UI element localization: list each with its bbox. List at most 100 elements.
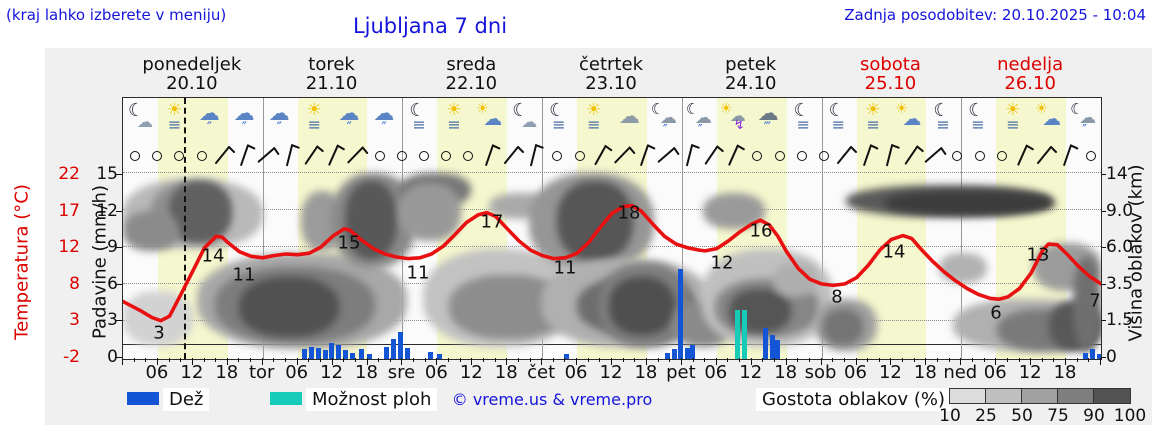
x-tick-mark: [296, 358, 298, 365]
icon-part: ☁: [233, 101, 255, 125]
day-name: torek: [308, 54, 355, 75]
barb-glyph: [704, 145, 724, 165]
wind-barb-icon: [879, 143, 901, 167]
icon-part: ☁: [619, 104, 640, 128]
wind-barb-icon: [234, 143, 256, 167]
icon-part: ″: [206, 120, 213, 136]
icon-part: ″: [241, 120, 248, 136]
barb-glyph: [503, 146, 524, 164]
barb-glyph: [1017, 144, 1034, 166]
barb-glyph: [837, 146, 858, 164]
rain-bar: [428, 351, 434, 359]
cloud-scale-segment: [1022, 389, 1058, 403]
x-tick-mark: [261, 358, 263, 365]
icon-part: ☾: [933, 100, 950, 121]
icon-part: ☀: [1005, 100, 1021, 120]
x-tick-mark: [378, 358, 380, 362]
wind-calm-icon: [434, 143, 456, 167]
icon-part: ☾: [828, 100, 845, 121]
x-hour-label: 06: [704, 362, 728, 383]
x-tick-mark: [843, 358, 845, 362]
x-tick-mark: [948, 358, 950, 362]
wind-barb-icon: [834, 143, 858, 167]
wind-barb-icon: [590, 143, 613, 167]
x-tick-mark: [704, 358, 706, 362]
x-tick-mark: [622, 358, 624, 362]
axis-tick-mark: [1100, 174, 1106, 175]
x-tick-mark: [389, 358, 391, 362]
wind-barb-icon: [723, 143, 745, 167]
icon-part: ≡: [831, 115, 845, 134]
icon-part: ″: [662, 123, 668, 138]
rain-bar: [329, 342, 335, 359]
last-update-text: Zadnja posodobitev: 20.10.2025 - 10:04: [844, 6, 1146, 24]
barb-glyph: [685, 144, 700, 167]
calm-circle: [463, 151, 474, 161]
plot-area: 3 14 11 15 11 17 11 18 12 16 8 14 6 13 7 ☾ ☁ ☀ ≡ ☁ ″ ☁ ″ ☁ ″ ☀ ≡ ☁ ″…: [122, 97, 1102, 360]
x-day-abbrev: čet: [527, 362, 556, 383]
cloud-density-blob: [169, 181, 231, 243]
weather-icon-moon-haze: ☾ ≡: [928, 102, 962, 138]
wind-barb-icon: [501, 143, 524, 167]
axis-tick-mark: [1100, 247, 1106, 248]
cloud-scale-segment: [1058, 389, 1094, 403]
icon-part: ☁: [902, 108, 922, 130]
icon-part: ≡: [167, 115, 182, 134]
rain-legend-label: Dež: [163, 388, 210, 411]
wind-calm-icon: [412, 143, 434, 167]
x-tick-mark: [680, 358, 682, 365]
cloud-scale-label: 25: [975, 406, 997, 426]
barb-glyph: [304, 145, 324, 165]
icon-part: ☀: [1035, 101, 1048, 117]
weather-icon-moon-haze: ☾ ≡: [824, 102, 858, 138]
weather-icon-sun-storm: ☀ ☁ ↯: [719, 102, 753, 138]
x-tick-mark: [960, 358, 962, 365]
cloud-density-legend-label: Gostota oblakov (%): [756, 388, 952, 411]
x-tick-mark: [1030, 358, 1032, 365]
weather-icon-sun-haze: ☀ ≡: [859, 102, 893, 138]
icon-part: ☁: [694, 108, 712, 128]
copyright-link[interactable]: © vreme.us & vreme.pro: [451, 390, 653, 409]
rain-bar: [677, 269, 683, 359]
rain-bar: [684, 347, 690, 359]
wind-calm-icon: [990, 143, 1012, 167]
weather-icon-moon-haze: ☾ ≡: [963, 102, 997, 138]
x-tick-mark: [937, 358, 938, 362]
x-tick-mark: [343, 358, 345, 362]
x-hour-label: 06: [983, 362, 1007, 383]
weather-icon-sun-haze: ☀ ≡: [579, 102, 613, 138]
temp-value-label: 3: [153, 322, 165, 344]
wind-calm-icon: [545, 143, 567, 167]
x-tick-mark: [634, 358, 636, 362]
icon-part: ☾: [409, 100, 426, 121]
x-tick-mark: [878, 358, 880, 362]
barb-glyph: [594, 145, 613, 166]
x-tick-mark: [459, 358, 461, 362]
temp-value-label: 6: [990, 302, 1002, 324]
x-tick-mark: [925, 358, 927, 365]
x-tick-mark: [576, 358, 578, 365]
temp-value-label: 16: [749, 220, 773, 242]
temp-value-label: 11: [406, 262, 430, 284]
x-tick-mark: [529, 358, 531, 362]
cloud-density-blob: [123, 211, 179, 251]
cloud-scale-segment: [1094, 389, 1130, 403]
x-tick-mark: [971, 358, 973, 362]
day-boundary-line: [821, 98, 823, 359]
wind-calm-icon: [790, 143, 812, 167]
day-name: nedelja: [997, 54, 1064, 75]
day-name: sobota: [859, 54, 921, 75]
icon-part: ‴: [763, 120, 771, 136]
cloud-scale-segment: [986, 389, 1022, 403]
icon-part: ☾: [128, 100, 145, 121]
weather-icon-cloud-rain: ☁ ″: [370, 102, 404, 138]
x-tick-mark: [552, 358, 554, 362]
day-name: petek: [725, 54, 777, 75]
barb-glyph: [924, 147, 947, 163]
rain-bar: [301, 349, 307, 359]
x-tick-mark: [727, 358, 729, 362]
x-tick-mark: [855, 358, 857, 365]
day-date: 24.10: [724, 73, 777, 94]
rain-bar: [775, 340, 781, 359]
x-hour-label: 06: [424, 362, 448, 383]
